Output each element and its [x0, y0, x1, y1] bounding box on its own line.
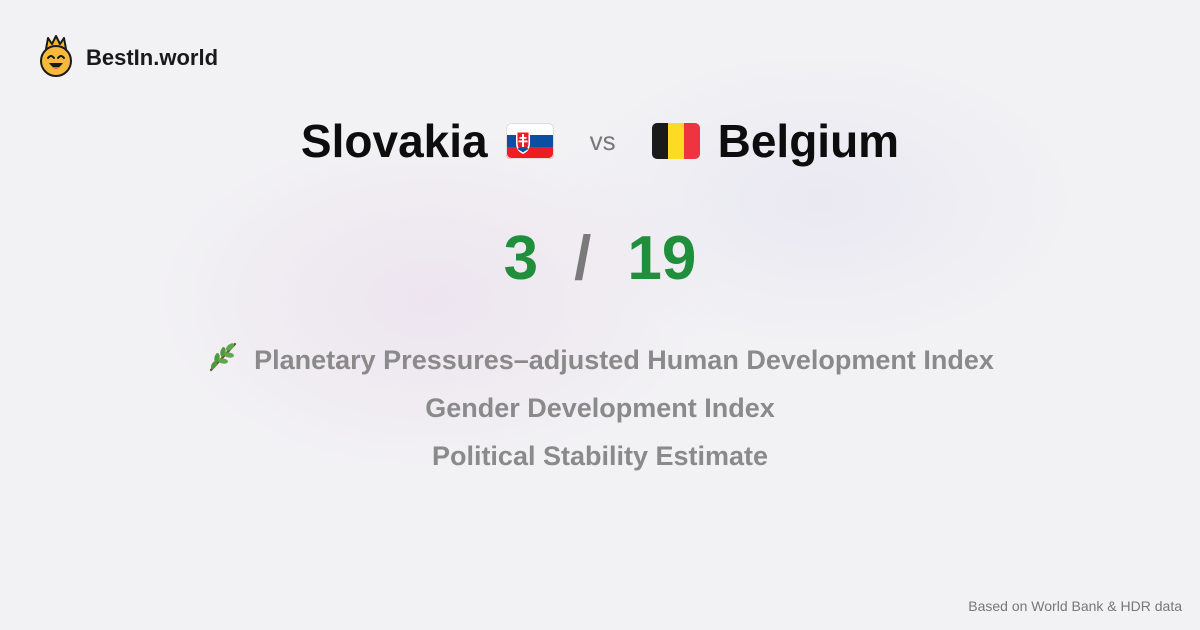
score-row: 3 / 19 — [0, 218, 1200, 298]
left-score: 3 — [503, 223, 539, 293]
vs-label: vs — [589, 125, 616, 156]
belgium-flag-icon — [651, 123, 700, 159]
right-score: 19 — [627, 223, 697, 293]
metric-label: Planetary Pressures–adjusted Human Devel… — [254, 344, 994, 375]
metric-item: Gender Development Index — [425, 384, 775, 432]
brand-name: BestIn.world — [86, 45, 219, 70]
right-country-name: Belgium — [717, 115, 900, 167]
comparison-title: Slovakia vs Belgium — [0, 108, 1200, 174]
crown-smiley-icon — [38, 34, 74, 82]
metric-label: Political Stability Estimate — [431, 440, 769, 471]
metric-list: Planetary Pressures–adjusted Human Devel… — [0, 336, 1200, 480]
score-separator: / — [574, 223, 592, 293]
slovakia-flag-icon — [505, 123, 554, 159]
left-country-name: Slovakia — [300, 115, 488, 167]
metric-label: Gender Development Index — [425, 392, 775, 423]
metric-item: Planetary Pressures–adjusted Human Devel… — [206, 336, 994, 384]
leaf-icon — [206, 340, 240, 381]
metric-item: Political Stability Estimate — [432, 432, 768, 480]
data-source-note: Based on World Bank & HDR data — [968, 598, 1182, 614]
brand-logo[interactable]: BestIn.world — [38, 34, 219, 82]
